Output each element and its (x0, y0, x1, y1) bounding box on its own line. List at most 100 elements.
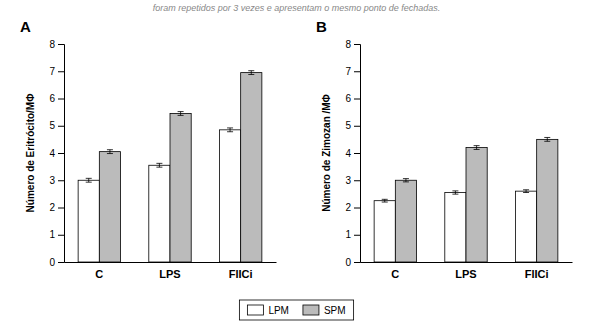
tick-label: 8 (345, 39, 351, 50)
panel-label: B (316, 18, 327, 35)
tick-label: 7 (345, 66, 351, 77)
chart: foram repetidos por 3 vezes e apresentam… (0, 0, 593, 328)
tick: 0 (345, 257, 360, 268)
bar (219, 130, 240, 262)
panel: 0 1 2 3 4 5 6 7 8 C LPS FlICi Número de Zimozan /MΦ B (316, 18, 573, 280)
bar (374, 201, 395, 262)
y-axis-title: Número de Zimozan /MΦ (321, 94, 332, 212)
tick-mark (58, 208, 64, 209)
error-bar (452, 191, 458, 194)
tick-mark (354, 208, 360, 209)
annotation: foram repetidos por 3 vezes e apresentam… (153, 3, 441, 13)
axis-line (354, 45, 361, 263)
tick-label: C (391, 268, 399, 280)
axis-line (361, 262, 573, 263)
axis-line (58, 45, 65, 263)
tick-label: 0 (49, 257, 55, 268)
bar (537, 139, 558, 262)
tick-label: 7 (49, 66, 55, 77)
bar (395, 180, 416, 262)
tick-mark (354, 180, 360, 181)
tick-label: 6 (49, 93, 55, 104)
error-bar (107, 150, 113, 154)
y-axis: 0 1 2 3 4 5 6 7 8 (49, 39, 64, 268)
tick-label: 2 (345, 202, 351, 213)
axis-line (65, 262, 277, 263)
tick-label: 1 (49, 229, 55, 240)
bar (170, 113, 191, 262)
tick: 7 (49, 66, 64, 77)
y-axis-title: Número de Eritrócito/MΦ (25, 94, 36, 213)
error-bar (474, 146, 480, 150)
tick-label: 8 (49, 39, 55, 50)
tick-label: 1 (345, 229, 351, 240)
tick-mark (354, 235, 360, 236)
tick: 4 (345, 148, 360, 159)
marks (374, 137, 558, 262)
tick-label: FlICi (525, 268, 549, 280)
error-bar (178, 112, 184, 116)
tick: 7 (345, 66, 360, 77)
x-axis: C LPS FlICi (65, 262, 277, 280)
tick-mark (354, 71, 360, 72)
legend: LPM SPM (239, 300, 353, 320)
tick: FlICi (525, 262, 549, 280)
tick: 6 (49, 93, 64, 104)
tick-label: FlICi (229, 268, 253, 280)
legend-swatch (303, 305, 319, 315)
error-bar (86, 178, 92, 182)
tick-label: 3 (49, 175, 55, 186)
legend-label: LPM (268, 305, 289, 316)
tick-mark (58, 44, 64, 45)
error-bar (248, 71, 254, 75)
tick: 5 (49, 120, 64, 131)
bar (515, 191, 536, 262)
tick-label: 5 (49, 120, 55, 131)
tick-label: 4 (345, 148, 351, 159)
tick-mark (58, 153, 64, 154)
tick-label: LPS (455, 268, 476, 280)
bar (99, 152, 120, 262)
tick: 8 (345, 39, 360, 50)
y-axis: 0 1 2 3 4 5 6 7 8 (345, 39, 360, 268)
error-bar (382, 199, 388, 202)
bar (149, 165, 170, 262)
tick: 2 (49, 202, 64, 213)
tick: 0 (49, 257, 64, 268)
tick-label: 3 (345, 175, 351, 186)
tick-mark (354, 153, 360, 154)
tick: 1 (345, 229, 360, 240)
error-bar (523, 190, 529, 193)
error-bar (403, 179, 409, 182)
tick: C (391, 262, 399, 280)
bar (78, 180, 99, 262)
tick-label: 4 (49, 148, 55, 159)
bar (466, 148, 487, 262)
tick: 2 (345, 202, 360, 213)
error-bar (227, 128, 233, 132)
tick: 4 (49, 148, 64, 159)
tick-label: 5 (345, 120, 351, 131)
tick-mark (354, 126, 360, 127)
tick: 6 (345, 93, 360, 104)
legend-frame (239, 300, 353, 320)
tick-mark (58, 180, 64, 181)
tick: LPS (455, 262, 476, 280)
bar (241, 73, 262, 262)
tick-label: C (95, 268, 103, 280)
legend-swatch (247, 305, 263, 315)
tick-label: 6 (345, 93, 351, 104)
tick-mark (58, 71, 64, 72)
tick: 8 (49, 39, 64, 50)
marks (78, 71, 262, 262)
tick: C (95, 262, 103, 280)
tick: 3 (49, 175, 64, 186)
tick: 5 (345, 120, 360, 131)
x-axis: C LPS FlICi (361, 262, 573, 280)
legend-label: SPM (324, 305, 346, 316)
tick-mark (58, 99, 64, 100)
panel: 0 1 2 3 4 5 6 7 8 C LPS FlICi Número de Eritrócito/M… (20, 18, 277, 280)
tick-label: LPS (159, 268, 180, 280)
tick-mark (354, 99, 360, 100)
tick-label: 0 (345, 257, 351, 268)
